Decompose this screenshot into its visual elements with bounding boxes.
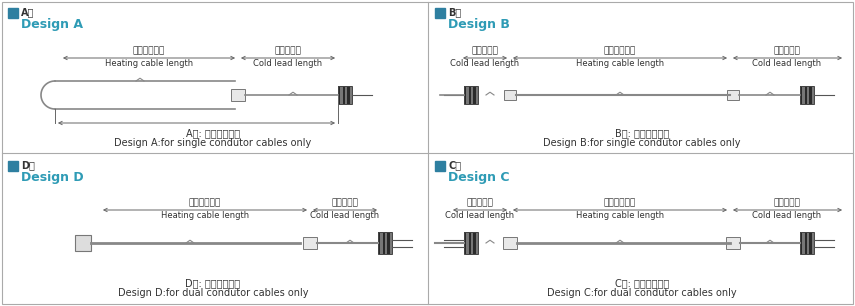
Text: 加热电缆长度: 加热电缆长度 — [604, 46, 636, 55]
Bar — [800, 232, 814, 254]
Text: 加热电缆长度: 加热电缆长度 — [133, 46, 165, 55]
Bar — [378, 232, 392, 254]
Bar — [466, 232, 469, 254]
Bar — [385, 232, 387, 254]
Bar — [810, 86, 811, 104]
Bar — [8, 161, 18, 171]
Text: 冷导线长度: 冷导线长度 — [332, 198, 358, 207]
Bar — [350, 86, 352, 104]
Bar — [800, 86, 814, 104]
Text: Cold lead length: Cold lead length — [445, 211, 515, 220]
Bar — [464, 86, 478, 104]
Text: Design B: Design B — [448, 18, 510, 31]
Text: D型: 适用双芯电缆: D型: 适用双芯电缆 — [186, 278, 240, 288]
Bar — [390, 232, 392, 254]
Bar — [231, 89, 245, 101]
Bar — [435, 8, 445, 18]
Text: C型: 适用双芯电缆: C型: 适用双芯电缆 — [615, 278, 669, 288]
Text: C型: C型 — [448, 160, 461, 170]
Text: 冷导线长度: 冷导线长度 — [472, 46, 498, 55]
Bar — [338, 86, 340, 104]
Bar — [475, 232, 478, 254]
Bar — [811, 232, 814, 254]
Text: 加热电缆长度: 加热电缆长度 — [604, 198, 636, 207]
Bar — [8, 8, 18, 18]
Text: Design C:for dual condutor cables only: Design C:for dual condutor cables only — [547, 288, 737, 298]
Text: Cold lead length: Cold lead length — [310, 211, 380, 220]
Bar — [469, 86, 471, 104]
Text: 冷导线长度: 冷导线长度 — [774, 198, 800, 207]
Text: A型: 适用单芯电缆: A型: 适用单芯电缆 — [186, 128, 240, 138]
Bar — [474, 232, 475, 254]
Bar — [435, 161, 445, 171]
Bar — [380, 232, 383, 254]
Text: Heating cable length: Heating cable length — [576, 59, 664, 68]
Bar — [807, 86, 810, 104]
Text: 加热电缆长度: 加热电缆长度 — [189, 198, 221, 207]
Text: Heating cable length: Heating cable length — [105, 59, 193, 68]
Text: D型: D型 — [21, 160, 35, 170]
Bar — [504, 90, 516, 100]
Text: Cold lead length: Cold lead length — [253, 59, 322, 68]
Text: A型: A型 — [21, 7, 34, 17]
Text: 冷导线长度: 冷导线长度 — [274, 46, 302, 55]
Bar — [503, 237, 517, 249]
Text: Design A: Design A — [21, 18, 83, 31]
Bar — [464, 232, 478, 254]
Bar — [800, 86, 802, 104]
Bar — [727, 90, 739, 100]
Text: Design B:for single condutor cables only: Design B:for single condutor cables only — [543, 138, 740, 148]
Bar — [800, 232, 802, 254]
Text: Design A:for single condutor cables only: Design A:for single condutor cables only — [115, 138, 311, 148]
Bar — [464, 86, 466, 104]
Text: Cold lead length: Cold lead length — [752, 211, 822, 220]
Bar — [474, 86, 475, 104]
Bar — [378, 232, 380, 254]
Bar — [347, 86, 350, 104]
Bar — [811, 86, 814, 104]
Bar — [345, 86, 347, 104]
Bar — [802, 232, 805, 254]
Bar — [475, 86, 478, 104]
Text: B型: B型 — [448, 7, 461, 17]
Bar — [807, 232, 810, 254]
Bar — [805, 86, 807, 104]
Text: Design D: Design D — [21, 171, 84, 184]
Bar — [303, 237, 317, 249]
Bar — [810, 232, 811, 254]
Bar — [471, 232, 474, 254]
Bar — [75, 235, 91, 251]
Text: Design D:for dual condutor cables only: Design D:for dual condutor cables only — [118, 288, 309, 298]
Bar — [466, 86, 469, 104]
Text: Cold lead length: Cold lead length — [752, 59, 822, 68]
Bar — [469, 232, 471, 254]
Text: 冷导线长度: 冷导线长度 — [774, 46, 800, 55]
Text: Design C: Design C — [448, 171, 510, 184]
Bar — [340, 86, 343, 104]
Bar — [471, 86, 474, 104]
Text: B型: 适用单芯电缆: B型: 适用单芯电缆 — [615, 128, 669, 138]
Bar — [383, 232, 385, 254]
Text: Cold lead length: Cold lead length — [451, 59, 520, 68]
Text: Heating cable length: Heating cable length — [576, 211, 664, 220]
Text: 冷导线长度: 冷导线长度 — [467, 198, 493, 207]
Bar — [387, 232, 390, 254]
Bar — [338, 86, 352, 104]
Text: Heating cable length: Heating cable length — [161, 211, 249, 220]
Bar — [726, 237, 740, 249]
Bar — [464, 232, 466, 254]
Bar — [802, 86, 805, 104]
Bar — [805, 232, 807, 254]
Bar — [343, 86, 345, 104]
